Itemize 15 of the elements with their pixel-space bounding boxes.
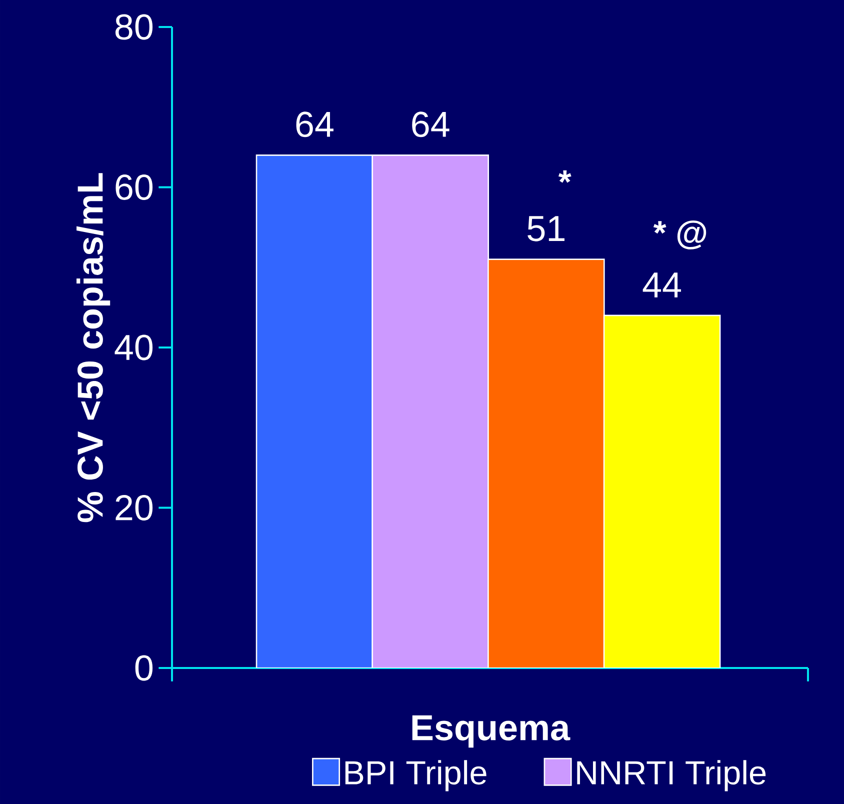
y-tick-label: 40 — [114, 334, 153, 360]
annotation: * — [558, 170, 572, 183]
y-tick-label: 0 — [135, 655, 153, 681]
y-tick-label: 60 — [116, 174, 153, 200]
data-label: 51 — [528, 216, 564, 242]
annotation: * @ — [653, 220, 706, 250]
legend-label: NNRTI Triple — [577, 760, 766, 792]
data-label: 44 — [642, 272, 681, 298]
data-label: 64 — [296, 112, 334, 138]
y-tick-label: 80 — [115, 14, 153, 40]
x-axis-title: Esquema — [412, 715, 570, 748]
y-axis-title: % CV <50 copias/mL — [76, 173, 110, 522]
data-label: 64 — [412, 112, 450, 138]
legend-label: BPI Triple — [345, 760, 486, 792]
y-tick-label: 20 — [116, 494, 153, 520]
